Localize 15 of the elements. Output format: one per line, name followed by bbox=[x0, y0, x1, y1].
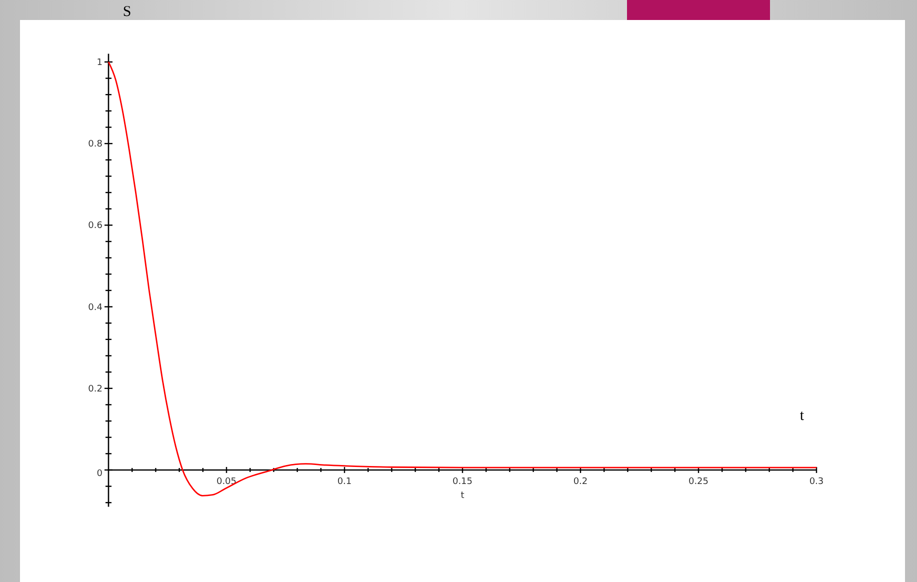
y-tick-label: 0.4 bbox=[88, 302, 103, 313]
y-tick-label: 0 bbox=[96, 468, 103, 479]
y-tick-label: 0.8 bbox=[88, 140, 103, 150]
y-tick-label: 0.2 bbox=[88, 384, 102, 394]
x-axis-title: t bbox=[800, 408, 805, 424]
y-tick-label: 0.6 bbox=[88, 221, 103, 232]
x-tick-label: 0.2 bbox=[573, 476, 588, 487]
x-tick-label: 0.3 bbox=[809, 476, 824, 487]
x-tick-label: 0.05 bbox=[216, 476, 237, 487]
x-tick-label: 0.15 bbox=[452, 476, 473, 487]
annotation: t bbox=[460, 490, 465, 501]
x-tick-label: 0.25 bbox=[688, 476, 709, 487]
y-axis-title: S bbox=[122, 4, 132, 20]
x-tick-label: 0.1 bbox=[337, 476, 352, 487]
y-tick-label: 1 bbox=[96, 58, 102, 68]
